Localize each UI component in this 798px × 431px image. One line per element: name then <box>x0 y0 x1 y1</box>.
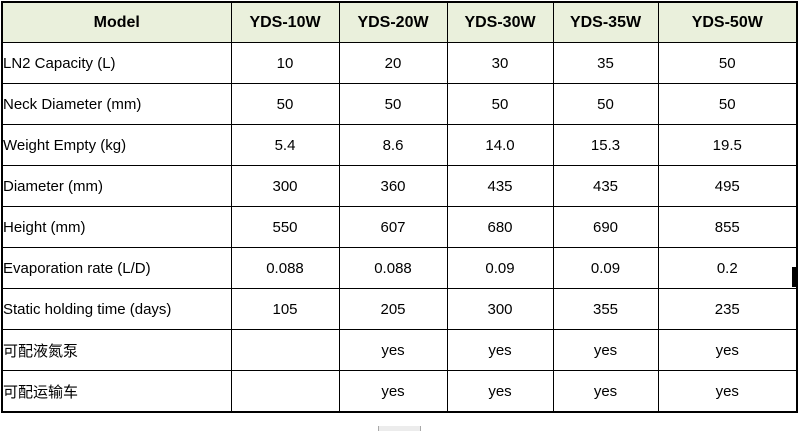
header-col-yds-20w: YDS-20W <box>338 1 448 43</box>
row-label: LN2 Capacity (L) <box>1 42 232 84</box>
cell-value: 105 <box>230 288 340 330</box>
table-row: LN2 Capacity (L) 10 20 30 35 50 <box>1 42 798 84</box>
cell-value: yes <box>338 370 448 413</box>
header-col-yds-10w: YDS-10W <box>230 1 340 43</box>
row-label: Height (mm) <box>1 206 232 248</box>
cell-value: 35 <box>552 42 659 84</box>
cell-value: 550 <box>230 206 340 248</box>
row-label: Weight Empty (kg) <box>1 124 232 166</box>
header-row: Model YDS-10W YDS-20W YDS-30W YDS-35W YD… <box>1 1 798 43</box>
cell-value: yes <box>446 329 554 371</box>
cell-value: 50 <box>552 83 659 125</box>
cell-value: 495 <box>657 165 798 207</box>
cell-value <box>230 329 340 371</box>
cell-value: 435 <box>446 165 554 207</box>
cell-value: 300 <box>230 165 340 207</box>
row-label: Diameter (mm) <box>1 165 232 207</box>
cell-value <box>230 370 340 413</box>
header-col-yds-50w: YDS-50W <box>657 1 798 43</box>
cell-value: 50 <box>338 83 448 125</box>
cell-value: 360 <box>338 165 448 207</box>
row-label: Neck Diameter (mm) <box>1 83 232 125</box>
cell-value: 50 <box>446 83 554 125</box>
cell-value: 0.09 <box>446 247 554 289</box>
cell-value: yes <box>657 370 798 413</box>
cell-value: yes <box>446 370 554 413</box>
header-col-yds-30w: YDS-30W <box>446 1 554 43</box>
cell-value: 30 <box>446 42 554 84</box>
cell-value: 10 <box>230 42 340 84</box>
cell-value: 5.4 <box>230 124 340 166</box>
row-label: Evaporation rate (L/D) <box>1 247 232 289</box>
cell-value: 0.2 <box>657 247 798 289</box>
cell-value: 50 <box>657 83 798 125</box>
table-row: Evaporation rate (L/D) 0.088 0.088 0.09 … <box>1 247 798 289</box>
cell-value: 14.0 <box>446 124 554 166</box>
cell-value: 235 <box>657 288 798 330</box>
cell-value: 355 <box>552 288 659 330</box>
table-row: Diameter (mm) 300 360 435 435 495 <box>1 165 798 207</box>
cell-value: yes <box>552 370 659 413</box>
cell-value: 50 <box>230 83 340 125</box>
cell-value: 690 <box>552 206 659 248</box>
cell-value: 855 <box>657 206 798 248</box>
cell-value: 300 <box>446 288 554 330</box>
cell-value: 15.3 <box>552 124 659 166</box>
cell-value: 205 <box>338 288 448 330</box>
table-row: 可配运输车 yes yes yes yes <box>1 370 798 413</box>
spec-table: Model YDS-10W YDS-20W YDS-30W YDS-35W YD… <box>1 1 798 413</box>
header-model: Model <box>1 1 232 43</box>
table-row: Height (mm) 550 607 680 690 855 <box>1 206 798 248</box>
header-col-yds-35w: YDS-35W <box>552 1 659 43</box>
table-row: Static holding time (days) 105 205 300 3… <box>1 288 798 330</box>
cell-value: yes <box>657 329 798 371</box>
cell-value: 0.088 <box>230 247 340 289</box>
table-row: 可配液氮泵 yes yes yes yes <box>1 329 798 371</box>
table-row: Neck Diameter (mm) 50 50 50 50 50 <box>1 83 798 125</box>
cell-value: 8.6 <box>338 124 448 166</box>
cell-value: 0.088 <box>338 247 448 289</box>
table-resize-handle[interactable] <box>378 426 421 431</box>
cell-value: yes <box>552 329 659 371</box>
cell-value: 19.5 <box>657 124 798 166</box>
cell-value: yes <box>338 329 448 371</box>
row-label: 可配运输车 <box>1 370 232 413</box>
cell-value: 0.09 <box>552 247 659 289</box>
row-label: 可配液氮泵 <box>1 329 232 371</box>
row-label: Static holding time (days) <box>1 288 232 330</box>
cell-value: 50 <box>657 42 798 84</box>
cell-value: 435 <box>552 165 659 207</box>
table-row: Weight Empty (kg) 5.4 8.6 14.0 15.3 19.5 <box>1 124 798 166</box>
cell-value: 20 <box>338 42 448 84</box>
cell-value: 607 <box>338 206 448 248</box>
cell-value: 680 <box>446 206 554 248</box>
border-selection-mark <box>792 267 798 287</box>
